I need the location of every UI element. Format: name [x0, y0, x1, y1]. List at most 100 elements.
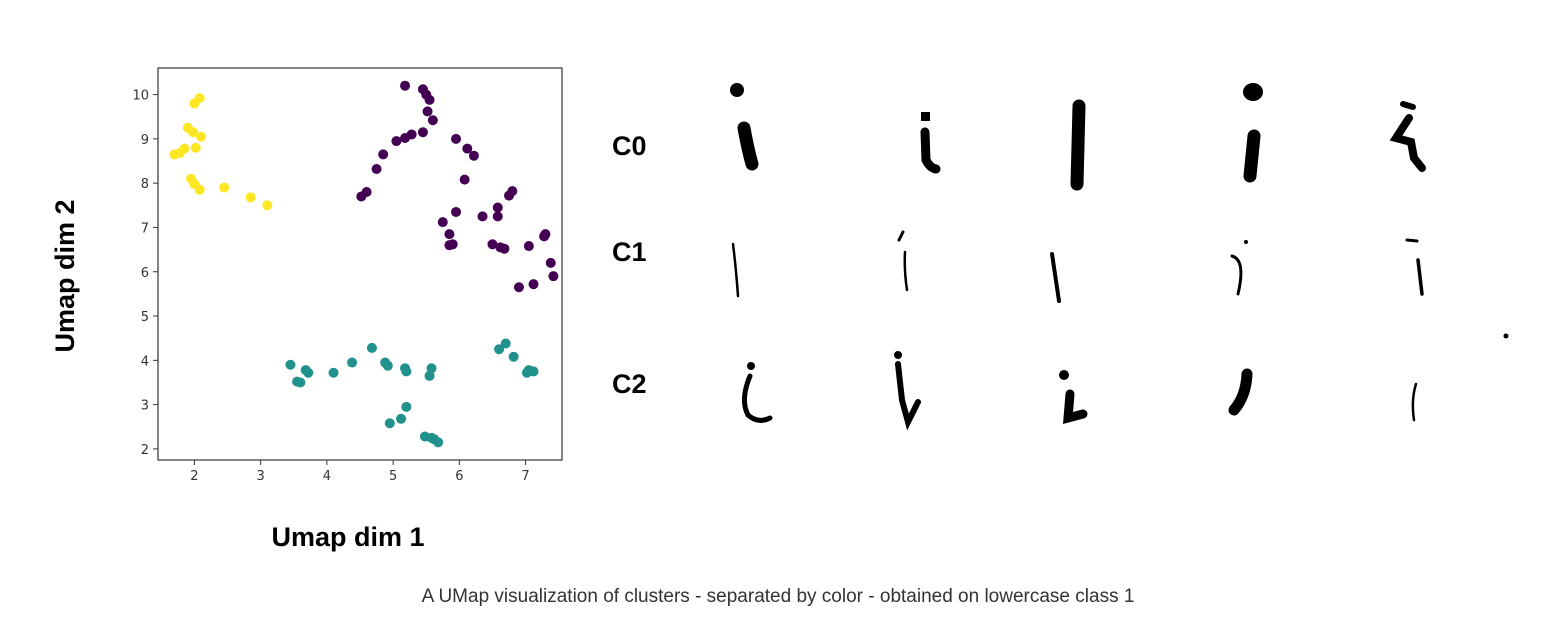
scatter-point	[194, 93, 205, 104]
scatter-point	[447, 239, 458, 250]
row-label-c0: C0	[612, 131, 647, 161]
scatter-point	[328, 367, 339, 378]
glyph-sample-c0-1	[730, 83, 759, 171]
scatter-plot: 2 3 4 5 6 7 2 3 4 5 6 7 8 9 10	[132, 67, 563, 484]
scatter-point	[396, 413, 407, 424]
glyph-sample-row-c1	[731, 230, 1509, 339]
series-0	[169, 93, 273, 211]
glyph-sample-c0-5	[1389, 101, 1426, 172]
y-tick-label: 6	[141, 266, 149, 281]
scatter-point	[433, 437, 444, 448]
scatter-point	[366, 342, 377, 353]
scatter-point	[422, 106, 433, 117]
scatter-point	[462, 143, 473, 154]
scatter-point	[499, 243, 510, 254]
y-axis-title: Umap dim 2	[50, 199, 80, 352]
scatter-point	[508, 351, 519, 362]
glyph-sample-c1-2	[897, 230, 909, 292]
scatter-point	[492, 202, 503, 213]
glyph-sample-c1-1	[731, 242, 740, 298]
scatter-point	[400, 80, 411, 91]
glyph-sample-c2-1	[742, 362, 773, 423]
scatter-point	[219, 182, 230, 193]
scatter-point	[459, 174, 470, 185]
scatter-point	[378, 149, 389, 160]
scatter-point	[427, 115, 438, 126]
y-tick-label: 3	[141, 399, 149, 414]
scatter-point	[417, 127, 428, 138]
scatter-point	[400, 132, 411, 143]
scatter-point	[487, 239, 498, 250]
scatter-point	[401, 401, 412, 412]
scatter-point	[513, 282, 524, 293]
scatter-point	[384, 418, 395, 429]
scatter-point	[437, 217, 448, 228]
glyph-sample-c0-2	[920, 112, 941, 174]
x-tick-label: 3	[257, 469, 265, 484]
y-tick-label: 9	[141, 133, 149, 148]
row-label-c1: C1	[612, 237, 647, 267]
scatter-point	[528, 279, 539, 290]
scatter-point	[540, 229, 551, 240]
scatter-point	[245, 192, 256, 203]
scatter-point	[262, 200, 273, 211]
glyph-sample-c0-3	[1070, 99, 1086, 191]
glyph-sample-c1-3	[1050, 252, 1061, 303]
scatter-point	[356, 191, 367, 202]
glyph-sample-c2-2	[894, 351, 921, 431]
x-tick-label: 2	[190, 469, 198, 484]
figure-caption: A UMap visualization of clusters - separ…	[421, 586, 1135, 607]
scatter-point	[295, 377, 306, 388]
x-axis-title: Umap dim 1	[271, 522, 424, 552]
scatter-point	[451, 133, 462, 144]
x-tick-label: 4	[323, 469, 331, 484]
scatter-point	[179, 143, 190, 154]
x-tick-label: 6	[455, 469, 463, 484]
series-1	[356, 80, 559, 293]
y-tick-label: 10	[132, 89, 149, 104]
plot-frame	[157, 67, 563, 461]
scatter-point	[492, 211, 503, 222]
scatter-point	[190, 142, 201, 153]
glyph-sample-row-c2	[742, 351, 1418, 431]
scatter-point	[188, 127, 199, 138]
row-label-c2: C2	[612, 369, 647, 399]
scatter-point	[468, 150, 479, 161]
scatter-point	[391, 136, 402, 147]
glyph-sample-c1-4	[1230, 240, 1248, 296]
glyph-sample-c2-3	[1059, 370, 1088, 424]
scatter-point	[451, 206, 462, 217]
scatter-point	[401, 366, 412, 377]
scatter-point	[548, 271, 559, 282]
y-tick-label: 7	[141, 221, 149, 236]
scatter-point	[371, 163, 382, 174]
scatter-point	[424, 94, 435, 105]
scatter-point	[477, 211, 488, 222]
x-tick-label: 7	[521, 469, 529, 484]
scatter-point	[424, 370, 435, 381]
series-2	[285, 338, 539, 448]
glyph-sample-c0-4	[1243, 83, 1263, 183]
scatter-point	[194, 184, 205, 195]
glyph-speck	[1503, 333, 1509, 339]
y-tick-label: 2	[141, 443, 149, 458]
glyph-sample-c2-4	[1228, 368, 1253, 416]
y-tick-label: 5	[141, 310, 149, 325]
scatter-point	[528, 366, 539, 377]
glyph-sample-row-c0	[730, 83, 1426, 191]
x-tick-label: 5	[389, 469, 397, 484]
scatter-point	[500, 338, 511, 349]
scatter-point	[523, 241, 534, 252]
scatter-point	[347, 357, 358, 368]
scatter-point	[444, 229, 455, 240]
scatter-point	[196, 131, 207, 142]
scatter-point	[545, 257, 556, 268]
scatter-point	[426, 363, 437, 374]
scatter-point	[494, 344, 505, 355]
scatter-point	[382, 360, 393, 371]
y-tick-label: 4	[141, 354, 149, 369]
scatter-point	[285, 359, 296, 370]
scatter-point	[507, 186, 518, 197]
